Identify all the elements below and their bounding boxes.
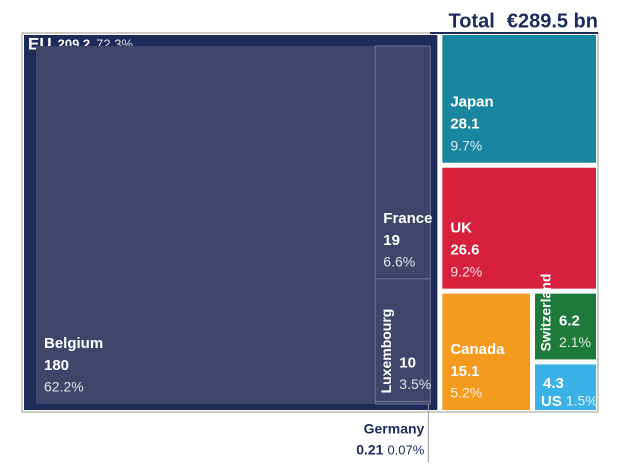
tile-value: 26.6 [450, 242, 479, 259]
tile [535, 364, 596, 410]
tile-name: Belgium [44, 335, 103, 352]
tile-name: UK [450, 220, 472, 237]
tile-value: 10 [399, 354, 416, 371]
tile-share: 62.2% [44, 379, 84, 395]
tile [374, 400, 431, 405]
tile-name: US [541, 393, 562, 410]
callout-value: 0.21 [356, 442, 383, 458]
tile-share: 1.5% [566, 393, 598, 409]
tile-name: Luxembourg [378, 309, 394, 394]
tile-share: 9.7% [450, 137, 482, 153]
tile-value: 6.2 [559, 312, 580, 329]
tile-value: 180 [44, 357, 69, 374]
callout-share: 0.07% [387, 442, 424, 457]
tile-name: France [383, 210, 432, 227]
total-value: €289.5 bn [507, 10, 598, 32]
tile-share: 6.6% [383, 254, 415, 270]
tile-value: 19 [383, 232, 400, 249]
tile-name: Canada [450, 341, 505, 358]
tile-share: 9.2% [450, 263, 482, 279]
tile [535, 293, 596, 360]
tile [442, 167, 596, 289]
tile-name: Japan [450, 94, 493, 111]
tile-share: 3.5% [399, 376, 431, 392]
tile [36, 46, 376, 404]
total-label: Total [449, 10, 495, 32]
tile-value: 28.1 [450, 116, 479, 133]
callout-name: Germany [364, 421, 425, 437]
tile-value: 15.1 [450, 363, 479, 380]
tile-value: 4.3 [543, 375, 564, 392]
tile [374, 45, 431, 280]
tile [442, 35, 596, 163]
tile [442, 293, 531, 410]
tile-name: Switzerland [538, 274, 554, 352]
tile-share: 5.2% [450, 385, 482, 401]
tile [374, 278, 431, 402]
tile-share: 2.1% [559, 334, 591, 350]
